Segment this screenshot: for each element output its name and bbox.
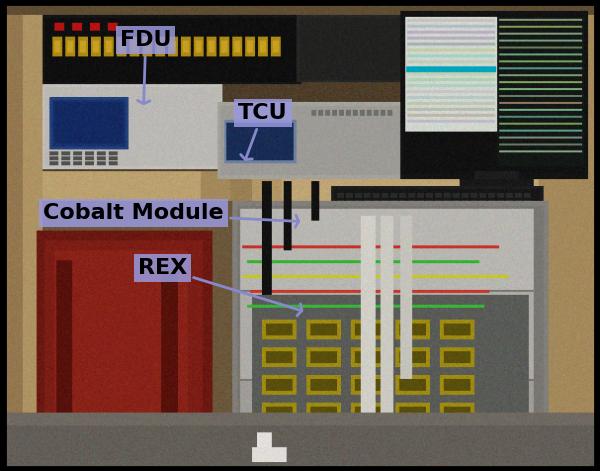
Text: REX: REX bbox=[137, 258, 302, 316]
Text: Cobalt Module: Cobalt Module bbox=[43, 203, 299, 227]
Text: FDU: FDU bbox=[120, 30, 172, 104]
Text: TCU: TCU bbox=[238, 103, 287, 160]
